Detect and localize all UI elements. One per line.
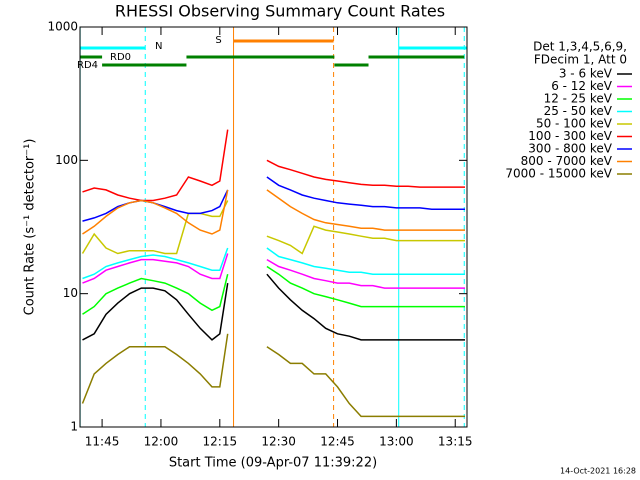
series-line [82,247,465,280]
series-line [81,333,465,418]
x-axis-label: Start Time (09-Apr-07 11:39:22) [169,456,377,471]
legend-title: FDecim 1, Att 0 [534,53,627,67]
series-line [81,200,465,255]
y-tick-label: 1000 [47,20,78,34]
y-axis-label: Count Rate (s⁻¹ detector⁻¹) [23,139,38,316]
chart-title: RHESSI Observing Summary Count Rates [115,2,445,21]
y-tick-label: 10 [63,286,78,300]
flag-label: RD4 [77,60,98,71]
y-tick-label: 1 [70,420,78,434]
x-tick-label: 11:45 [85,435,120,449]
legend-label: 12 - 25 keV [544,92,613,106]
legend-label: 300 - 800 keV [528,142,612,156]
timestamp: 14-Oct-2021 16:28 [560,467,636,476]
plot-frame [79,26,468,428]
legend-label: 800 - 7000 keV [521,154,613,168]
y-tick-label: 100 [55,153,78,167]
flag-label: S [215,35,221,46]
legend-label: 50 - 100 keV [536,117,613,131]
x-tick-label: 12:00 [144,435,179,449]
x-tick-label: 12:45 [320,435,355,449]
series-line [82,253,465,289]
x-tick-label: 12:15 [203,435,238,449]
legend-label: 25 - 50 keV [544,104,613,118]
x-tick-label: 13:00 [379,435,414,449]
legend-label: 6 - 12 keV [551,79,613,93]
legend-label: 7000 - 15000 keV [505,167,612,181]
series-line [82,273,465,341]
flag-label: RD0 [110,52,131,63]
x-tick-label: 13:15 [438,435,473,449]
x-tick-label: 12:30 [261,435,296,449]
flag-label: N [155,41,162,52]
series-line [82,189,465,235]
legend-title: Det 1,3,4,5,6,9, [533,40,627,54]
legend-label: 3 - 6 keV [559,67,613,81]
series-line [82,265,465,315]
legend-label: 100 - 300 keV [528,129,612,143]
series-line [82,129,465,202]
